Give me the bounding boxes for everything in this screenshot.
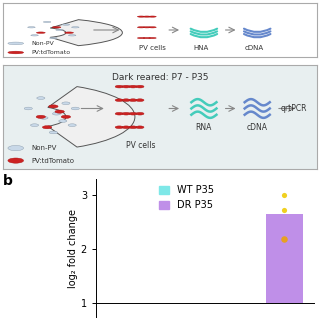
Wedge shape	[50, 20, 122, 46]
Circle shape	[68, 35, 76, 36]
Circle shape	[31, 35, 38, 36]
Circle shape	[143, 16, 151, 17]
Text: cDNA: cDNA	[247, 124, 268, 132]
Text: Dark reared: P7 - P35: Dark reared: P7 - P35	[112, 73, 208, 82]
Circle shape	[143, 27, 151, 28]
Circle shape	[136, 126, 144, 129]
Circle shape	[37, 97, 45, 100]
Circle shape	[49, 105, 58, 108]
Circle shape	[62, 24, 70, 25]
Circle shape	[129, 112, 137, 115]
Circle shape	[49, 131, 58, 134]
Text: HNA: HNA	[193, 45, 208, 52]
Circle shape	[136, 85, 144, 88]
Text: PV:tdTomato: PV:tdTomato	[31, 50, 70, 55]
Point	[282, 193, 287, 198]
Circle shape	[62, 102, 70, 105]
Circle shape	[8, 146, 24, 151]
Circle shape	[143, 37, 151, 39]
Circle shape	[122, 99, 130, 101]
Circle shape	[115, 126, 123, 129]
Circle shape	[72, 27, 79, 28]
Circle shape	[136, 99, 144, 101]
Circle shape	[129, 126, 137, 129]
Circle shape	[28, 27, 35, 28]
Circle shape	[149, 27, 156, 28]
Bar	[266, 214, 303, 303]
Y-axis label: log₂ fold change: log₂ fold change	[68, 209, 78, 287]
Circle shape	[50, 37, 57, 39]
Circle shape	[40, 116, 48, 119]
Circle shape	[52, 27, 61, 28]
Circle shape	[71, 107, 79, 110]
Circle shape	[122, 126, 130, 129]
Legend: WT P35, DR P35: WT P35, DR P35	[155, 181, 218, 214]
Circle shape	[149, 16, 156, 17]
Circle shape	[122, 112, 130, 115]
Text: Non-PV: Non-PV	[31, 41, 54, 46]
Text: PV:tdTomato: PV:tdTomato	[31, 157, 75, 164]
Text: Non-PV: Non-PV	[31, 145, 57, 151]
Circle shape	[65, 32, 74, 33]
Circle shape	[115, 99, 123, 101]
Circle shape	[122, 85, 130, 88]
Circle shape	[59, 120, 67, 122]
Circle shape	[136, 112, 144, 115]
Circle shape	[137, 37, 145, 39]
Circle shape	[55, 110, 64, 113]
Circle shape	[24, 107, 32, 110]
Circle shape	[137, 16, 145, 17]
Circle shape	[36, 115, 45, 118]
Text: RNA: RNA	[196, 124, 212, 132]
Circle shape	[129, 99, 137, 101]
Text: b: b	[3, 174, 13, 188]
Text: PV cells: PV cells	[126, 141, 156, 150]
Wedge shape	[48, 87, 135, 147]
Circle shape	[56, 29, 63, 31]
Circle shape	[52, 112, 60, 115]
Point	[282, 236, 287, 241]
Circle shape	[137, 27, 145, 28]
Circle shape	[115, 112, 123, 115]
Circle shape	[61, 115, 71, 118]
Circle shape	[149, 37, 156, 39]
Text: qrtPCR: qrtPCR	[281, 104, 308, 113]
Circle shape	[129, 85, 137, 88]
Circle shape	[8, 158, 24, 163]
Circle shape	[43, 126, 52, 129]
Circle shape	[115, 85, 123, 88]
Circle shape	[8, 51, 24, 54]
Point	[282, 208, 287, 213]
Circle shape	[8, 42, 24, 45]
Circle shape	[43, 21, 51, 23]
Text: cDNA: cDNA	[244, 45, 264, 52]
Circle shape	[36, 32, 45, 33]
Text: PV cells: PV cells	[139, 45, 165, 52]
Circle shape	[30, 124, 39, 126]
Circle shape	[68, 124, 76, 126]
